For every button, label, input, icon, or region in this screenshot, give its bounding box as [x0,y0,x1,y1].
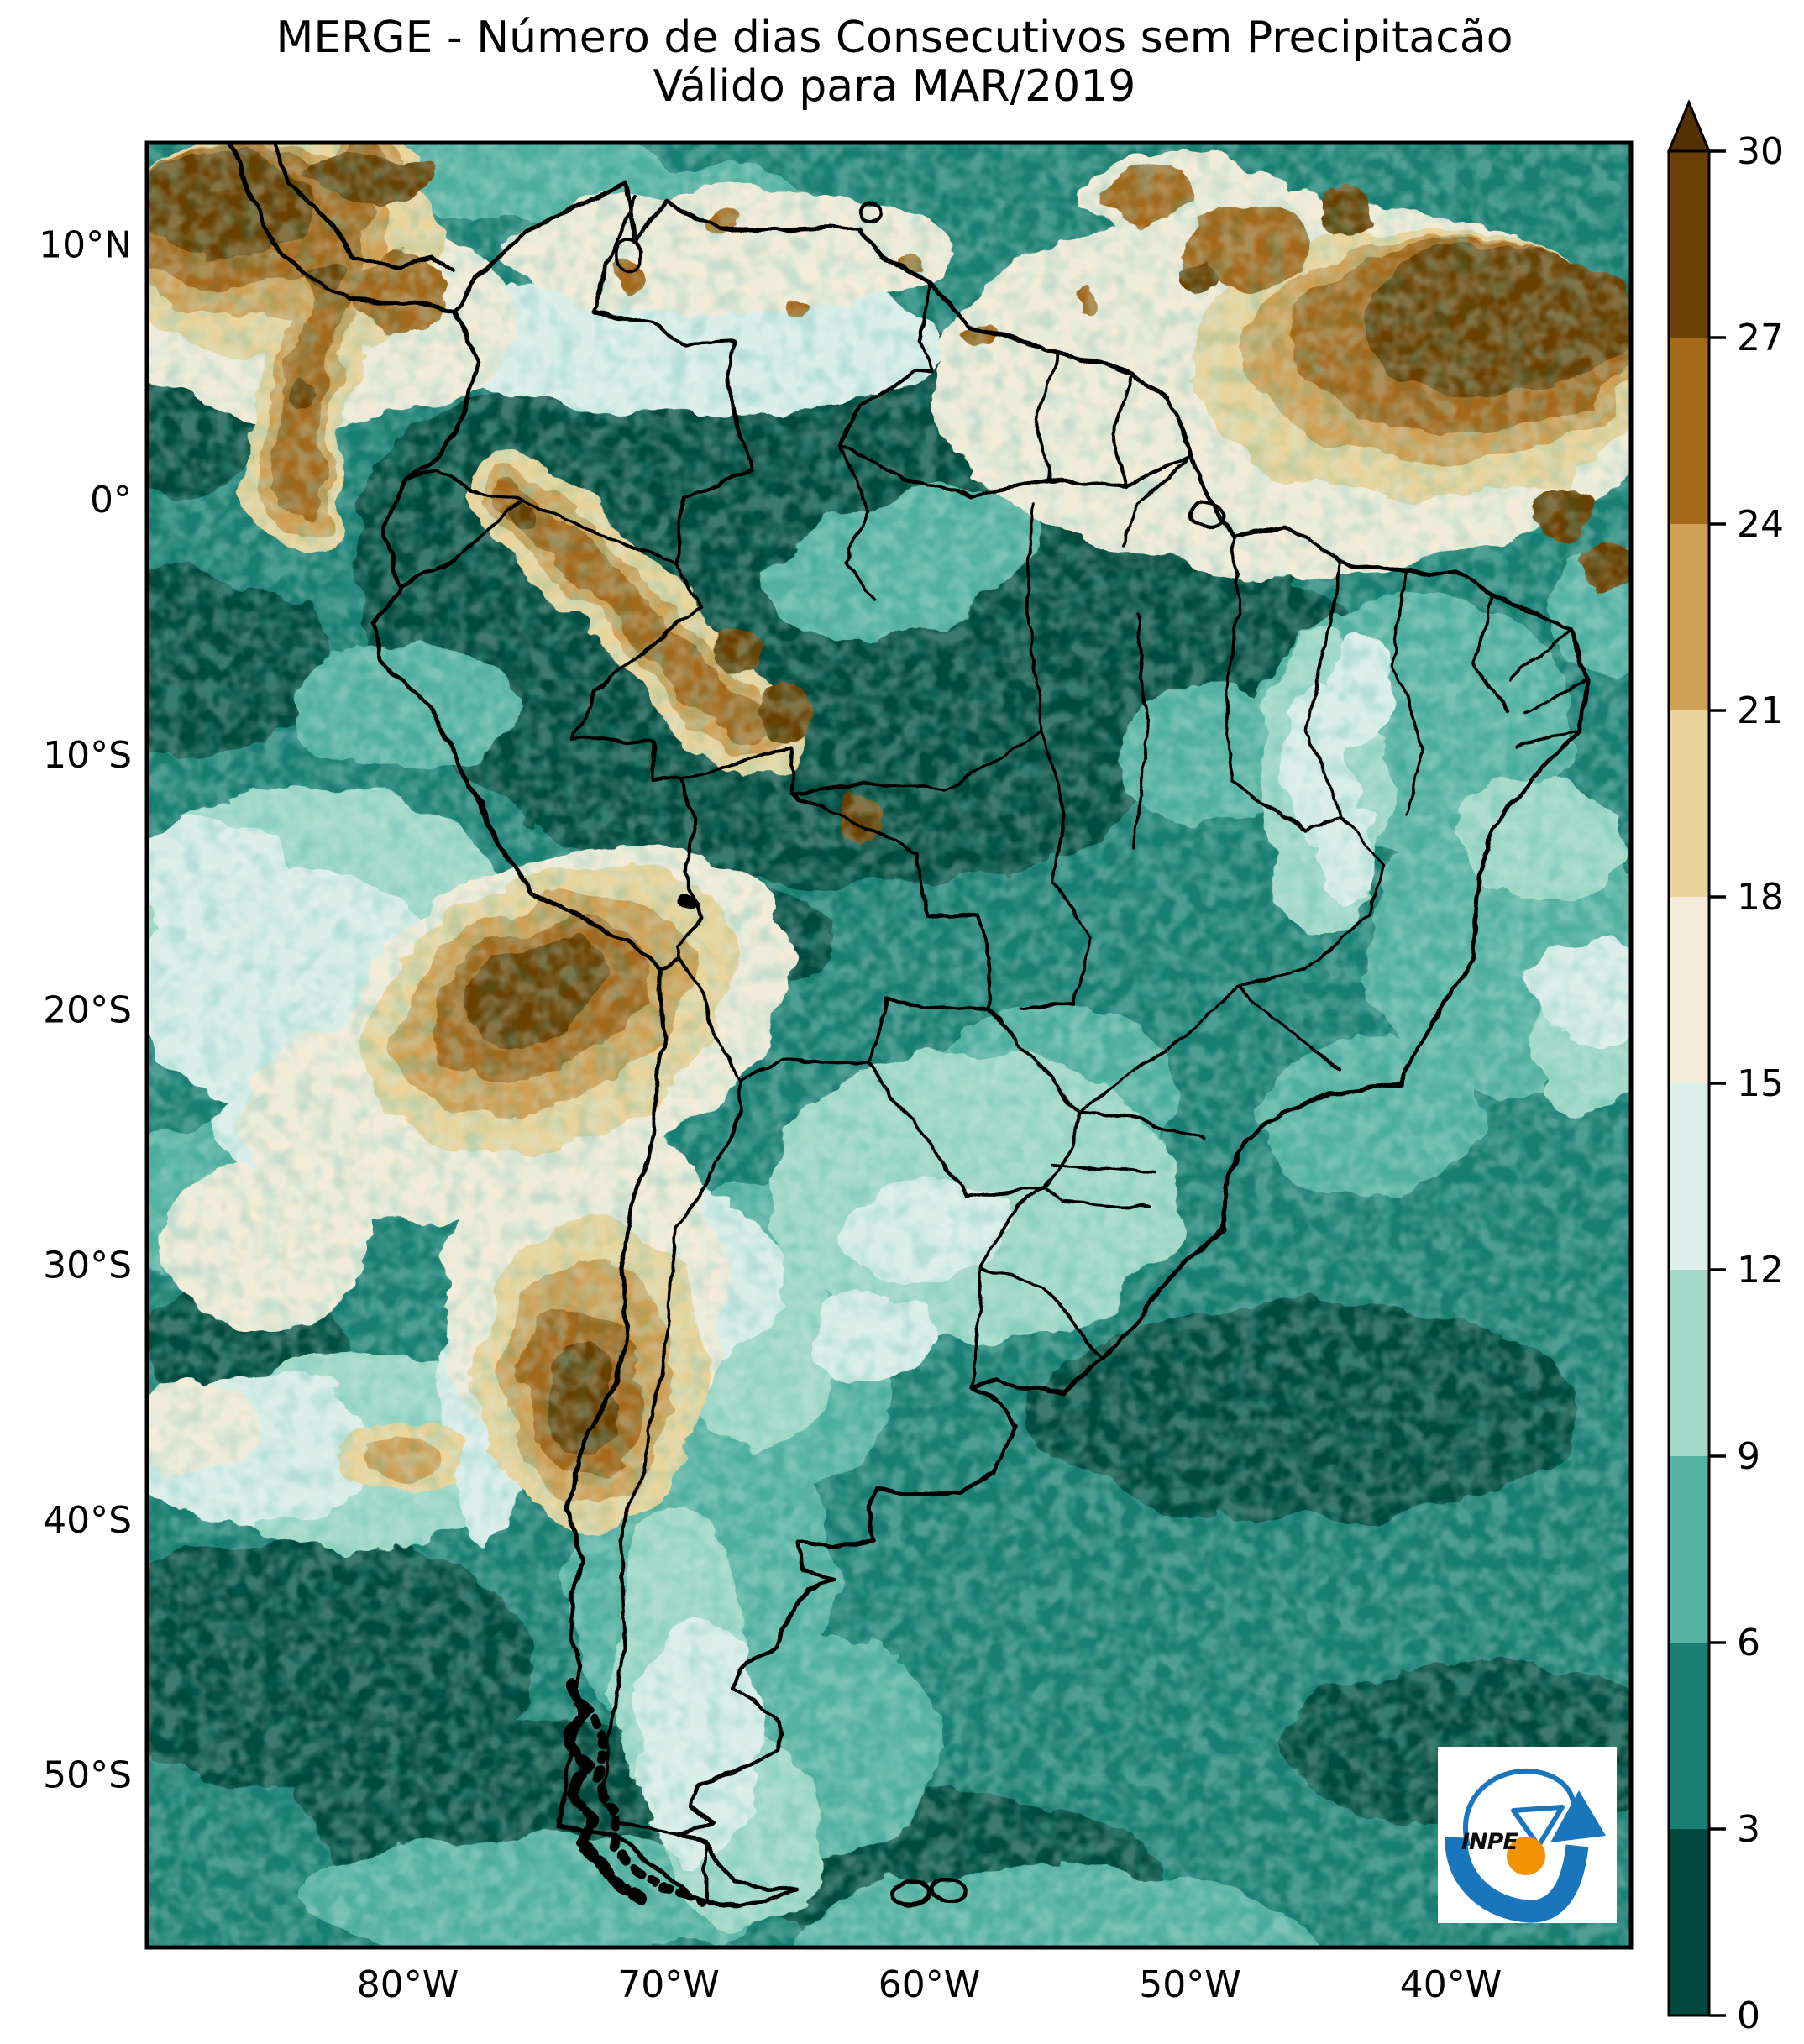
chart-title-line2: Válido para MAR/2019 [653,61,1136,112]
colorbar-segment [1669,524,1709,710]
lon-tick-label: 70°W [617,1963,720,2006]
lake-titicaca [677,895,697,910]
lon-tick-label: 80°W [357,1963,459,2006]
colorbar-segment [1669,151,1709,338]
colorbar-segment [1669,710,1709,897]
lat-tick-label: 30°S [43,1244,132,1287]
inpe-swoosh-arrowhead-icon [1550,1790,1606,1842]
colorbar-tick-label: 6 [1737,1622,1760,1664]
falkland-islands-east [930,1877,968,1902]
lat-tick-label: 10°N [39,223,132,266]
colorbar-segment [1669,1643,1709,1829]
lon-tick-label: 50°W [1139,1963,1241,2006]
borders-group [226,143,1590,1907]
lake-maracaibo [616,235,643,272]
inpe-hollow-arrow-icon [1511,1805,1565,1848]
colorbar-extend-arrow [1666,99,1712,153]
colorbar-segment [1669,897,1709,1083]
colorbar-tick-label: 24 [1737,503,1784,546]
colorbar-tick-label: 27 [1737,317,1784,359]
chart-title-line1: MERGE - Número de dias Consecutivos sem … [275,13,1513,63]
country-borders [396,197,1193,1901]
colorbar-tick-label: 12 [1737,1249,1784,1292]
colorbar-segment [1669,1456,1709,1643]
inpe-logo-text: INPE [1461,1829,1518,1855]
fjords-chile-2 [579,1701,705,1906]
longitude-axis: 80°W 70°W 60°W 50°W 40°W [357,1963,1502,2006]
lon-tick-label: 60°W [878,1963,981,2006]
colorbar: 0 3 6 9 12 15 18 21 24 27 30 [1666,99,1784,2037]
fjords-chile [561,1678,648,1904]
colorbar-segment [1669,338,1709,524]
falkland-islands [890,1880,932,1907]
lon-tick-label: 40°W [1400,1963,1502,2006]
map-frame [144,140,1634,1950]
colorbar-tick-label: 3 [1737,1808,1760,1851]
map-canvas: INPE [144,140,1634,1950]
colorbar-segment [1669,1270,1709,1456]
coastline-south-america [372,181,1590,1907]
colorbar-segment [1669,1083,1709,1270]
lat-tick-label: 10°S [43,734,132,777]
trinidad-island [859,203,883,220]
lat-tick-label: 50°S [43,1754,132,1797]
inpe-swoosh-arrow-shaft-icon [1445,1837,1589,1923]
lat-tick-label: 20°S [43,989,132,1032]
colorbar-tick-label: 21 [1737,689,1784,732]
speckle-texture-dark [147,143,1631,1947]
state-borders-brazil [790,443,1589,1209]
lat-tick-label: 0° [90,479,132,521]
latitude-axis: 10°N 0° 10°S 20°S 30°S 40°S 50°S [39,223,132,1796]
marajo-island [1190,501,1224,527]
lat-tick-label: 40°S [43,1499,132,1542]
inpe-logo: INPE [1438,1747,1617,1923]
colorbar-tick-label: 0 [1737,1994,1760,2037]
colorbar-tick-label: 30 [1737,130,1784,173]
colorbar-tick-label: 15 [1737,1062,1784,1105]
coastline-central-america [226,143,455,313]
colorbar-segment [1669,1829,1709,2015]
colorbar-tick-label: 9 [1737,1435,1760,1478]
inpe-orange-globe-icon [1507,1837,1545,1875]
colorbar-tick-label: 18 [1737,876,1784,919]
